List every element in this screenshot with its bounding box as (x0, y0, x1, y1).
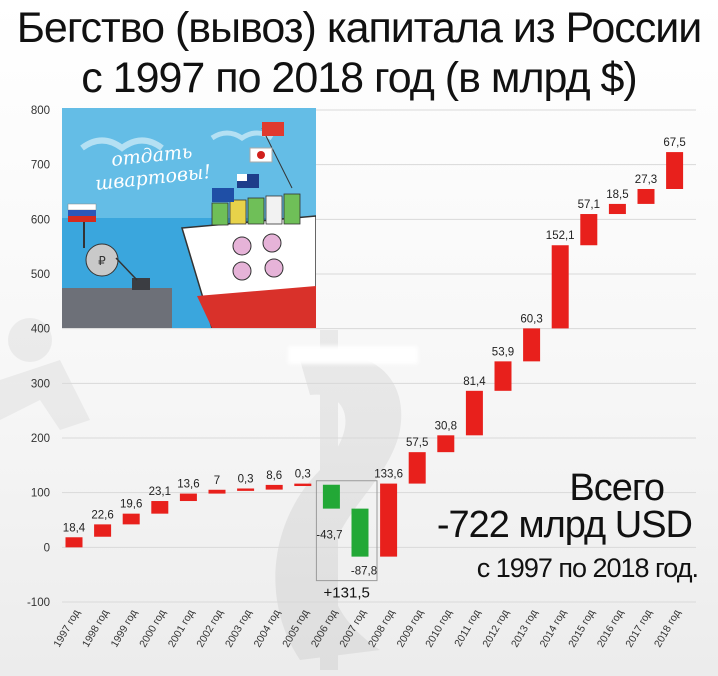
x-tick-label: 1998 год (80, 608, 111, 650)
y-tick-label: 500 (31, 269, 50, 281)
x-tick-label: 2002 год (194, 608, 225, 650)
bar-2017-год (637, 188, 655, 204)
bar-2014-год (551, 245, 569, 329)
x-tick-label: 2013 год (509, 608, 540, 650)
flags-icon (212, 122, 293, 202)
data-label: 7 (214, 475, 220, 487)
data-label: 13,6 (177, 479, 199, 491)
total-label: Всего (569, 467, 665, 509)
bar-2001-год (179, 493, 197, 502)
y-tick-label: 0 (44, 542, 50, 554)
bar-2004-год (265, 484, 283, 490)
data-label: 67,5 (663, 137, 685, 149)
x-tick-label: 2007 год (337, 608, 368, 650)
x-tick-label: 2011 год (452, 608, 483, 649)
x-tick-label: 2018 год (652, 608, 683, 650)
bar-2011-год (465, 390, 483, 436)
data-label: 81,4 (463, 376, 486, 388)
bracket-label: +131,5 (324, 585, 370, 602)
data-label: 53,9 (492, 346, 514, 358)
data-label: 30,8 (435, 420, 457, 432)
bar-2010-год (437, 435, 455, 453)
bar-2002-год (208, 489, 226, 494)
x-tick-label: 2012 год (480, 608, 511, 650)
data-label: -87,8 (351, 566, 377, 578)
y-tick-label: -100 (27, 597, 50, 609)
bar-2013-год (523, 328, 541, 362)
data-label: 57,1 (578, 199, 600, 211)
data-label: 60,3 (520, 313, 542, 325)
x-tick-label: 2017 год (623, 608, 654, 650)
x-tick-label: 2003 год (223, 608, 254, 650)
bar-2009-год (408, 452, 426, 484)
bar-1999-год (122, 513, 140, 525)
bar-2015-год (580, 214, 598, 246)
bar-2012-год (494, 361, 512, 391)
x-tick-label: 2001 год (166, 608, 197, 650)
total-value: -722 млрд USD (436, 504, 693, 546)
total-period: с 1997 по 2018 год. (476, 553, 699, 583)
y-tick-label: 700 (31, 160, 50, 172)
data-label: -43,7 (316, 530, 342, 542)
x-tick-label: 2014 год (538, 608, 569, 650)
ship-cartoon-illustration: ₽ отдать швартовы! (62, 108, 316, 328)
runner-silhouette-icon (0, 318, 90, 430)
data-label: 152,1 (546, 230, 575, 242)
x-tick-label: 2004 год (252, 608, 283, 650)
x-tick-label: 2006 год (309, 608, 340, 650)
data-label: 0,3 (238, 473, 254, 485)
chart-title-line2: с 1997 по 2018 год (в млрд $) (81, 54, 638, 102)
bar-2003-год (237, 488, 255, 491)
svg-text:₽: ₽ (98, 254, 106, 268)
x-tick-label: 2000 год (137, 608, 168, 650)
bar-1997-год (65, 537, 83, 548)
y-tick-label: 200 (31, 433, 50, 445)
bar-1998-год (94, 524, 112, 537)
y-tick-label: 600 (31, 214, 50, 226)
x-tick-label: 2008 год (366, 608, 397, 650)
data-label: 19,6 (120, 499, 142, 511)
bar-2008-год (380, 483, 398, 557)
decrease-bracket (315, 480, 378, 582)
x-tick-label: 2010 год (423, 608, 454, 650)
data-label: 18,4 (63, 522, 86, 534)
y-tick-label: 400 (31, 324, 50, 336)
x-tick-label: 1997 год (51, 608, 82, 650)
y-tick-label: 100 (31, 488, 50, 500)
pier-shape (62, 288, 172, 328)
bar-2006-год (322, 484, 340, 509)
bar-2000-год (151, 501, 169, 514)
data-label: 18,5 (606, 189, 628, 201)
y-tick-label: 800 (31, 105, 50, 117)
data-label: 27,3 (635, 174, 657, 186)
bar-2005-год (294, 483, 312, 487)
ruble-character-icon: ₽ (85, 243, 138, 281)
windows-icon (232, 233, 284, 281)
bar-2016-год (608, 203, 626, 215)
x-tick-label: 2015 год (566, 608, 597, 650)
x-tick-label: 2005 год (280, 608, 311, 650)
x-tick-label: 2009 год (395, 608, 426, 650)
y-tick-label: 300 (31, 378, 50, 390)
blur-patch (288, 346, 418, 364)
data-label: 57,5 (406, 437, 428, 449)
data-label: 22,6 (91, 509, 113, 521)
data-label: 133,6 (374, 469, 403, 481)
bar-2018-год (666, 152, 684, 189)
bar-2007-год (351, 508, 369, 557)
money-cargo-icon (211, 193, 301, 226)
x-tick-label: 2016 год (595, 608, 626, 650)
data-label: 23,1 (149, 486, 171, 498)
x-tick-label: 1999 год (109, 608, 140, 650)
data-label: 0,3 (295, 469, 311, 481)
russian-flag-icon (67, 203, 97, 248)
data-label: 8,6 (266, 470, 282, 482)
chart-title-line1: Бегство (вывоз) капитала из России (16, 4, 703, 52)
